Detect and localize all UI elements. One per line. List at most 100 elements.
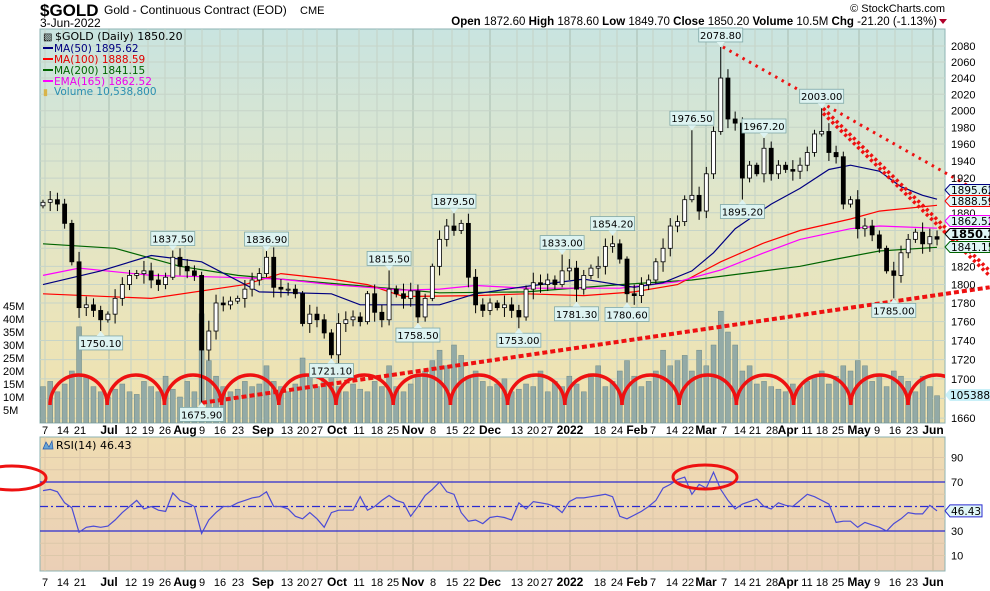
candle: [155, 279, 161, 285]
volume-bar: [227, 391, 234, 423]
x-axis-label: 14: [734, 425, 746, 437]
annotation-pointer: [760, 132, 768, 138]
annotation-pointer: [817, 103, 826, 109]
candle: [530, 282, 536, 290]
x-axis-label: Nov: [402, 423, 425, 437]
volume-bar: [516, 388, 522, 423]
annotation-box: [366, 251, 412, 266]
volume-bar: [119, 383, 126, 423]
volume-value-tag: 1053880: [945, 389, 990, 402]
volume-bar: [321, 381, 327, 423]
x-axis-label: 20: [297, 425, 309, 437]
volume-bar: [898, 375, 904, 423]
candle: [307, 313, 313, 324]
rsi-x-axis-label: 27: [541, 577, 553, 589]
volume-bar: [357, 388, 363, 423]
volume-bar: [155, 391, 162, 423]
volume-tick-label: 30M: [3, 340, 24, 352]
candle: [581, 275, 587, 290]
candle: [119, 284, 125, 299]
volume-bar: [465, 375, 472, 423]
candle: [278, 286, 284, 290]
ema165-line: [42, 225, 938, 291]
annotation-pointer: [687, 125, 696, 131]
volume-bar: [826, 383, 832, 423]
candle: [192, 270, 197, 276]
volume-bar: [912, 391, 919, 423]
legend-main: $GOLD (Daily) 1850.20: [55, 30, 183, 43]
candle: [920, 231, 926, 245]
annotation-pointer: [623, 302, 632, 308]
candle: [545, 279, 551, 285]
candle: [891, 270, 897, 276]
annotation-label: 1837.50: [152, 235, 193, 246]
candle: [429, 265, 435, 299]
candle: [905, 238, 911, 254]
rsi-x-axis-label: Nov: [402, 575, 425, 589]
volume-bar: [458, 355, 464, 423]
annotation-label: 1758.50: [397, 331, 438, 342]
rsi-x-axis-label: 9: [874, 577, 880, 589]
volume-bar: [256, 383, 263, 423]
candle: [516, 310, 522, 318]
candle: [458, 222, 464, 231]
volume-bar: [544, 391, 551, 423]
annotation-label: 1780.60: [606, 310, 647, 321]
annotation-label: 1750.10: [80, 339, 121, 350]
price-annotation: 2003.00: [799, 88, 845, 109]
candle: [624, 258, 630, 295]
value-tag-ema165: 1862.52: [944, 215, 990, 228]
candle: [913, 231, 918, 240]
volume-bar: [797, 386, 803, 423]
rsi-x-axis-label: 21: [74, 577, 86, 589]
candle: [365, 293, 370, 323]
price-tick-label: 1980: [951, 122, 975, 134]
volume-bar: [862, 365, 868, 423]
rsi-x-axis-label: 27: [311, 577, 323, 589]
volume-bar: [710, 344, 717, 423]
annotation-label: 1815.50: [368, 254, 409, 265]
volume-bar: [112, 388, 118, 423]
price-annotation: 1854.20: [590, 216, 635, 236]
cycle-arc: [791, 373, 853, 406]
rsi-x-axis-label: 25: [832, 577, 844, 589]
volume-bar: [573, 383, 580, 423]
annotation-label: 1675.90: [181, 410, 222, 421]
candle: [357, 316, 363, 323]
candle: [790, 169, 796, 172]
volume-bar: [725, 331, 731, 423]
price-annotation: 1721.10: [308, 358, 354, 378]
candle: [444, 225, 450, 240]
x-axis-label: 23: [232, 425, 244, 437]
price-tick-label: 1920: [951, 173, 975, 185]
candle: [249, 279, 255, 290]
candle: [343, 319, 349, 324]
open-value: 1872.60: [484, 16, 526, 28]
x-axis-label: 11: [801, 425, 812, 437]
candle: [898, 252, 904, 276]
candle: [927, 236, 933, 245]
volume-bar: [350, 383, 356, 423]
candle: [415, 290, 421, 318]
x-axis-label: 22: [682, 425, 694, 437]
candle: [804, 152, 810, 166]
price-tick-label: 1820: [951, 261, 975, 273]
volume-bar: [717, 310, 724, 423]
rsi-x-axis-label: 13: [511, 577, 523, 589]
x-axis-label: Aug: [173, 423, 196, 437]
x-axis-label: 18: [371, 425, 383, 437]
tag-shape: [944, 228, 990, 240]
rsi-x-axis-label: 16: [214, 577, 226, 589]
x-axis-label: 21: [74, 425, 86, 437]
x-axis-label: 22: [463, 425, 475, 437]
x-axis-label: 25: [832, 425, 844, 437]
volume-value: 10.5M: [796, 16, 828, 28]
annotation-pointer: [514, 328, 523, 334]
price-annotation: 1785.00: [871, 298, 917, 318]
volume-tick-label: 40M: [3, 314, 24, 326]
candle: [285, 288, 291, 291]
rsi-x-axis-label: 22: [682, 577, 694, 589]
cycle-arc: [391, 373, 453, 406]
rsi-x-axis-label: Jun: [922, 575, 943, 589]
